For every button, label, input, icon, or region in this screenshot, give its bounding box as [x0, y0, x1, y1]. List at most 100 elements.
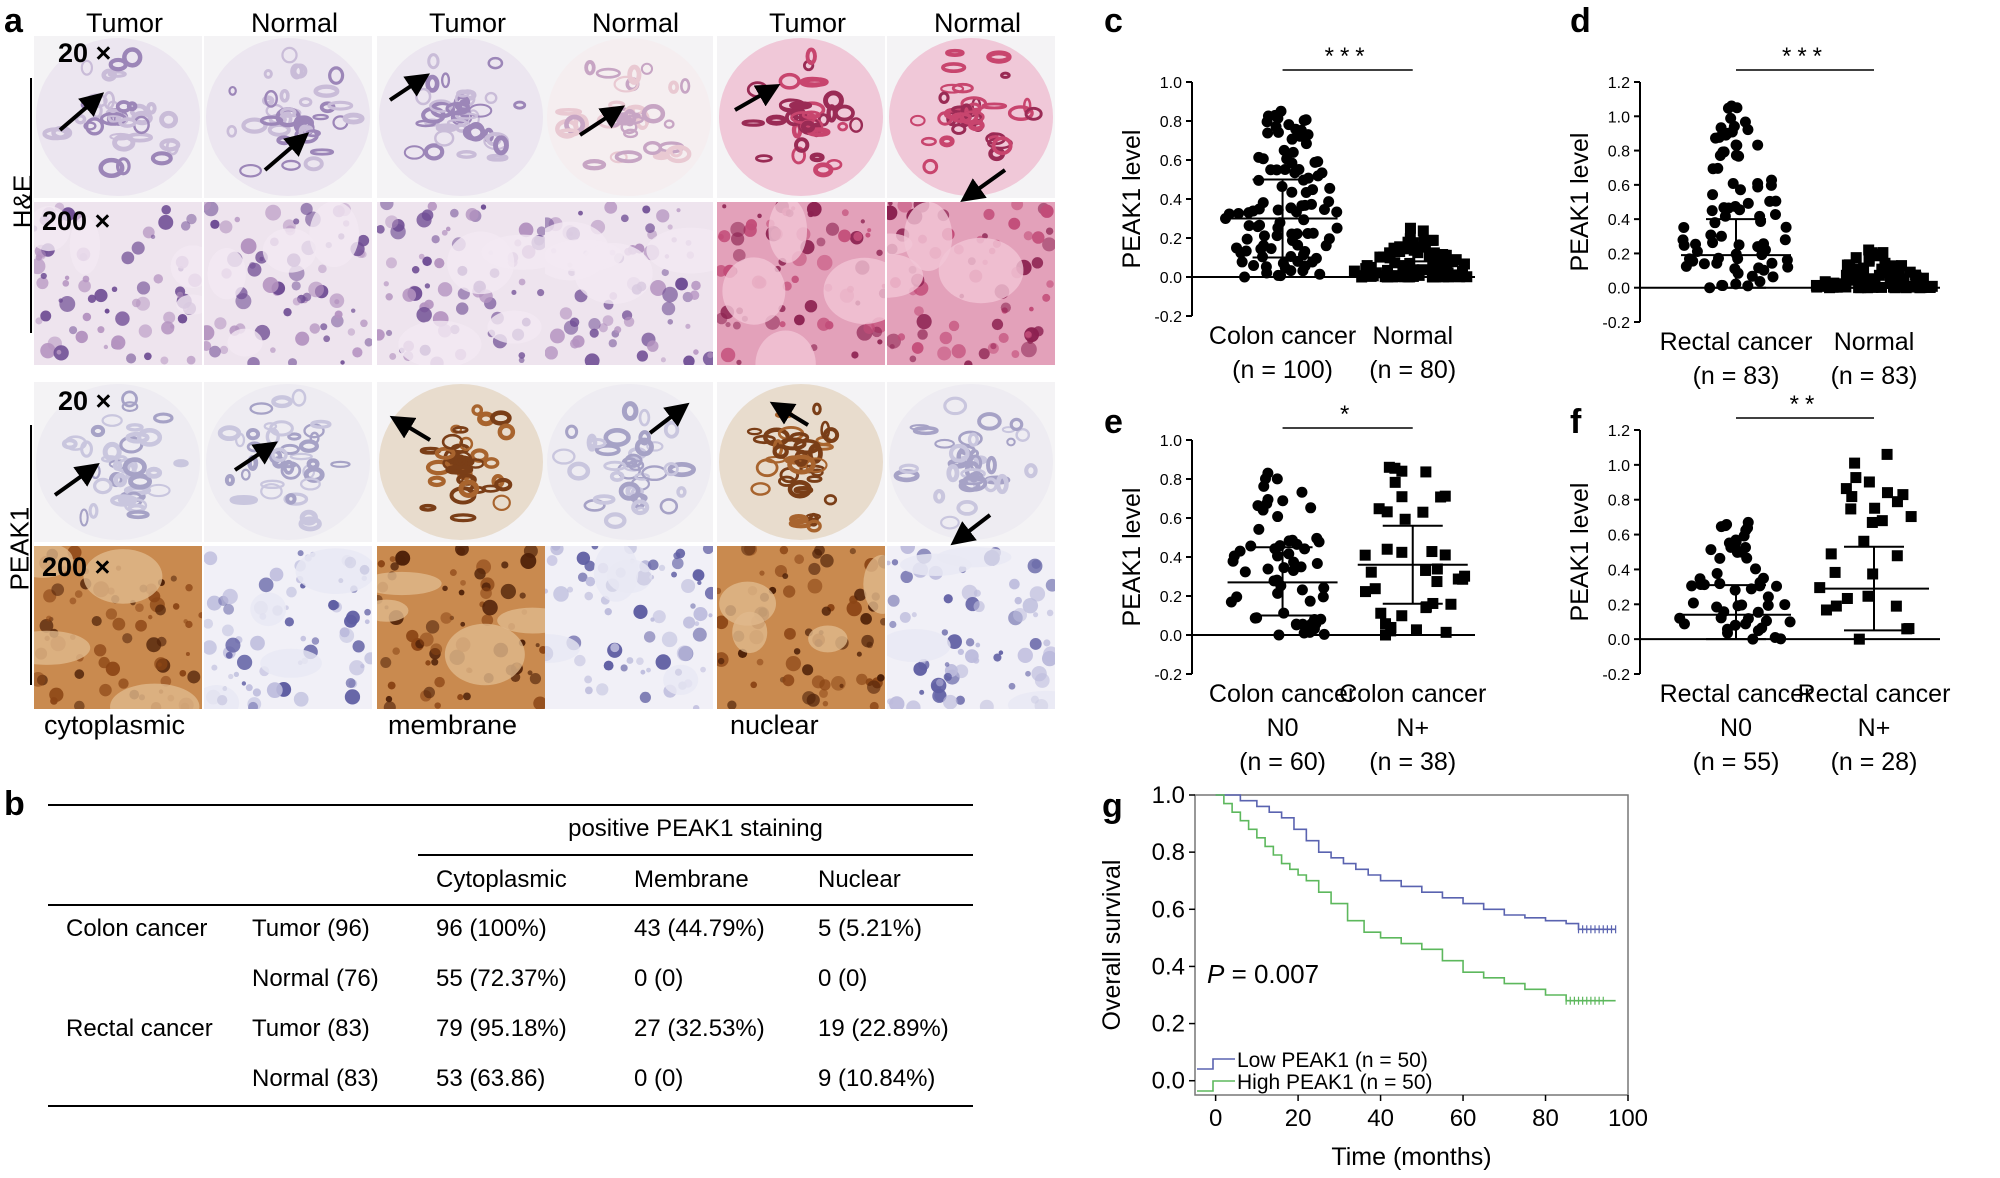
- data-point: [1290, 206, 1302, 218]
- data-point: [1420, 602, 1432, 614]
- data-point: [1732, 267, 1744, 279]
- legend-entry: High PEAK1 (n = 50): [1237, 1071, 1433, 1094]
- data-point: [1742, 197, 1754, 209]
- arrow-icon: [769, 401, 810, 427]
- data-point: [1887, 269, 1899, 281]
- data-point: [1369, 583, 1381, 595]
- group-label: Colon cancer: [1339, 680, 1486, 708]
- group-label: N+: [1396, 714, 1429, 742]
- data-point: [1898, 273, 1910, 285]
- data-point: [1452, 269, 1464, 281]
- data-point: [1272, 511, 1284, 523]
- group-label: (n = 55): [1693, 748, 1780, 776]
- data-point: [1445, 598, 1457, 610]
- data-point: [1236, 256, 1248, 268]
- data-point: [1404, 233, 1416, 245]
- data-point: [1300, 138, 1312, 150]
- data-point: [1314, 268, 1326, 280]
- column-header: Normal: [933, 8, 1021, 38]
- data-point: [1707, 237, 1719, 249]
- data-point: [1245, 540, 1257, 552]
- data-point: [1690, 238, 1702, 250]
- tissue-magnified-image: [887, 546, 1055, 709]
- data-point: [1447, 256, 1459, 268]
- data-point: [1767, 271, 1779, 283]
- data-point: [1427, 260, 1439, 272]
- data-point: [1239, 566, 1251, 578]
- data-point: [1731, 139, 1743, 151]
- tissue-magnified-image: [204, 546, 372, 709]
- localization-label: cytoplasmic: [44, 710, 186, 740]
- data-point: [1848, 274, 1860, 286]
- data-point: [1373, 503, 1385, 515]
- table-cell-cyto: 55 (72.37%): [436, 965, 567, 992]
- data-point: [1277, 495, 1289, 507]
- y-tick-label: 0.0: [1608, 632, 1630, 649]
- data-point: [1419, 239, 1431, 251]
- table-cell-tissue: Normal (76): [252, 965, 379, 992]
- data-point: [1900, 282, 1912, 294]
- data-point: [1292, 239, 1304, 251]
- data-point: [1881, 487, 1893, 499]
- y-tick-label: -0.2: [1154, 667, 1182, 684]
- data-point: [1723, 202, 1735, 214]
- data-point: [1417, 506, 1429, 518]
- data-point: [1375, 607, 1387, 619]
- table-cell-cyto: 53 (63.86): [436, 1065, 546, 1092]
- table-cell-cyto: 96 (100%): [436, 915, 547, 942]
- data-point: [1757, 239, 1769, 251]
- data-point: [1402, 243, 1414, 255]
- y-tick-label: 0.6: [1160, 153, 1182, 170]
- data-point: [1849, 457, 1861, 469]
- data-point: [1677, 234, 1689, 246]
- tissue-magnified-image: [377, 546, 545, 709]
- data-point: [1302, 129, 1314, 141]
- x-tick-label: 40: [1367, 1105, 1394, 1132]
- panel-label-a: a: [4, 2, 23, 40]
- y-tick-label: 0.0: [1160, 628, 1182, 645]
- data-point: [1830, 600, 1842, 612]
- data-point: [1745, 583, 1757, 595]
- data-point: [1686, 580, 1698, 592]
- arrow-icon: [263, 132, 310, 172]
- y-axis-label: PEAK1 level: [1566, 133, 1594, 272]
- data-point: [1298, 115, 1310, 127]
- arrow-icon: [58, 92, 105, 132]
- table-cell-nucl: 19 (22.89%): [818, 1015, 949, 1042]
- tissue-core-image: [887, 382, 1055, 542]
- row-bracket: [30, 78, 32, 333]
- data-point: [1265, 164, 1277, 176]
- tissue-core-image: [204, 36, 372, 198]
- data-point: [1297, 265, 1309, 277]
- data-point: [1896, 260, 1908, 272]
- data-point: [1248, 260, 1260, 272]
- tissue-core-image: [34, 382, 202, 542]
- data-point: [1784, 616, 1796, 628]
- column-header: Normal: [250, 8, 338, 38]
- magnification-label: 200 ×: [42, 206, 111, 236]
- y-tick-label: 0.2: [1608, 597, 1630, 614]
- group-label: Colon cancer: [1209, 680, 1356, 708]
- y-tick-label: 0.6: [1160, 511, 1182, 528]
- data-point: [1717, 280, 1729, 292]
- table-column-header: Cytoplasmic: [436, 866, 567, 893]
- x-tick-label: 60: [1450, 1105, 1477, 1132]
- data-point: [1863, 476, 1875, 488]
- table-column-header: Membrane: [634, 866, 749, 893]
- data-point: [1435, 262, 1447, 274]
- arrow-icon: [388, 73, 430, 102]
- survival-curve: [1215, 794, 1616, 1002]
- data-point: [1383, 461, 1395, 473]
- panel-label-d: d: [1570, 2, 1591, 40]
- table-cell-tissue: Normal (83): [252, 1065, 379, 1092]
- data-point: [1730, 534, 1742, 546]
- data-point: [1910, 271, 1922, 283]
- significance-stars: ***: [1325, 43, 1371, 70]
- data-point: [1262, 127, 1274, 139]
- data-point: [1840, 483, 1852, 495]
- data-point: [1272, 269, 1284, 281]
- y-tick-label: 0.6: [1152, 896, 1185, 923]
- panel-label-b: b: [4, 785, 25, 823]
- y-tick-label: 1.2: [1608, 75, 1630, 92]
- data-point: [1307, 227, 1319, 239]
